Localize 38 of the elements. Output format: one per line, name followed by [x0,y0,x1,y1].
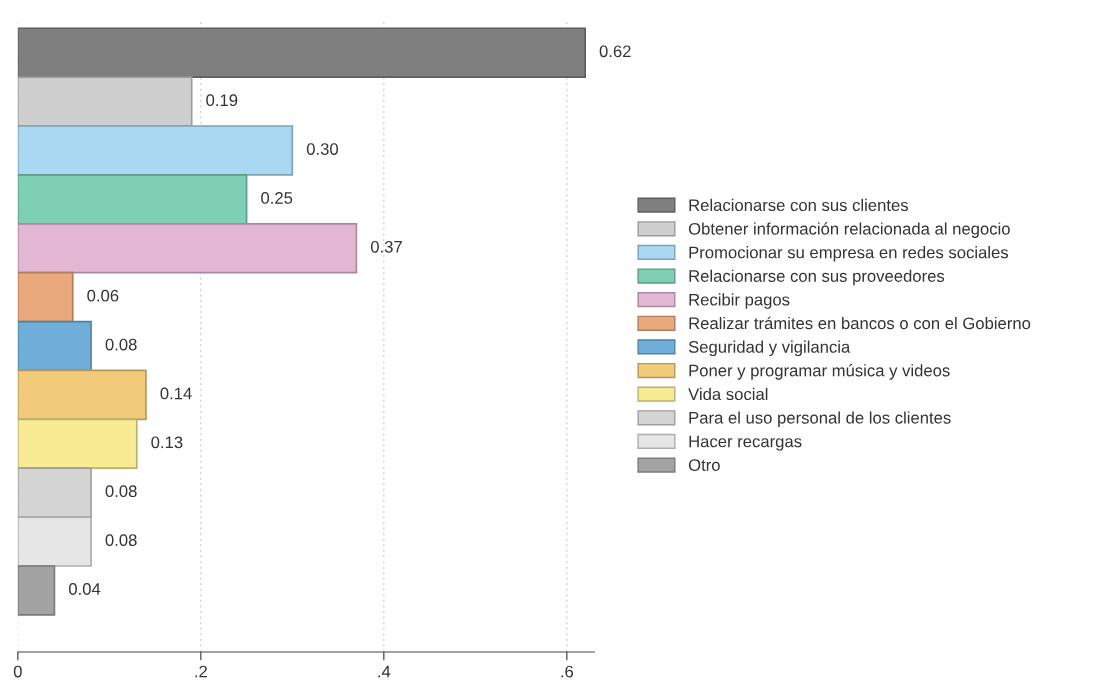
legend-label: Relacionarse con sus proveedores [689,269,945,286]
legend-label: Hacer recargas [689,435,802,451]
data-label: 0.04 [68,583,101,595]
bar [17,320,92,372]
data-label: 0.13 [151,436,183,449]
data-label: 0.14 [160,387,192,400]
bar [17,467,92,518]
bar [17,418,138,470]
data-label: 0.08 [105,534,137,546]
legend-label: Otro [688,459,720,471]
legend-label: Obtener información relacionada al negocio [688,222,1010,238]
data-label: 0.06 [87,289,119,302]
data-label: 0.37 [370,240,402,253]
data-label: 0.62 [599,45,631,58]
x-tick-label: .4 [378,665,391,678]
bar [17,76,193,127]
bar [17,27,586,78]
legend-label: Seguridad y vigilancia [688,340,851,357]
x-tick-label: .6 [561,665,574,678]
data-label: 0.25 [261,192,293,204]
legend-label: Para el uso personal de los clientes [689,411,951,427]
bar [17,271,74,323]
legend-label: Vida social [688,387,768,401]
data-label: 0.19 [206,94,238,107]
bar [17,222,358,274]
legend-label: Poner y programar música y videos [689,363,950,380]
bar [17,369,147,421]
data-label: 0.30 [306,143,339,155]
x-tick-label: 0 [13,665,22,678]
data-label: 0.08 [105,485,137,498]
legend-label: Recibir pagos [689,293,790,309]
bar [17,125,294,176]
legend-label: Relacionarse con sus clientes [689,198,908,212]
legend-label: Realizar trámites en bancos o con el Gobierno [689,316,1031,330]
legend-label: Promocionar su empresa en redes sociales [689,246,1009,262]
data-label: 0.08 [105,338,137,351]
x-tick-label: .2 [195,665,207,678]
bar [17,174,248,225]
